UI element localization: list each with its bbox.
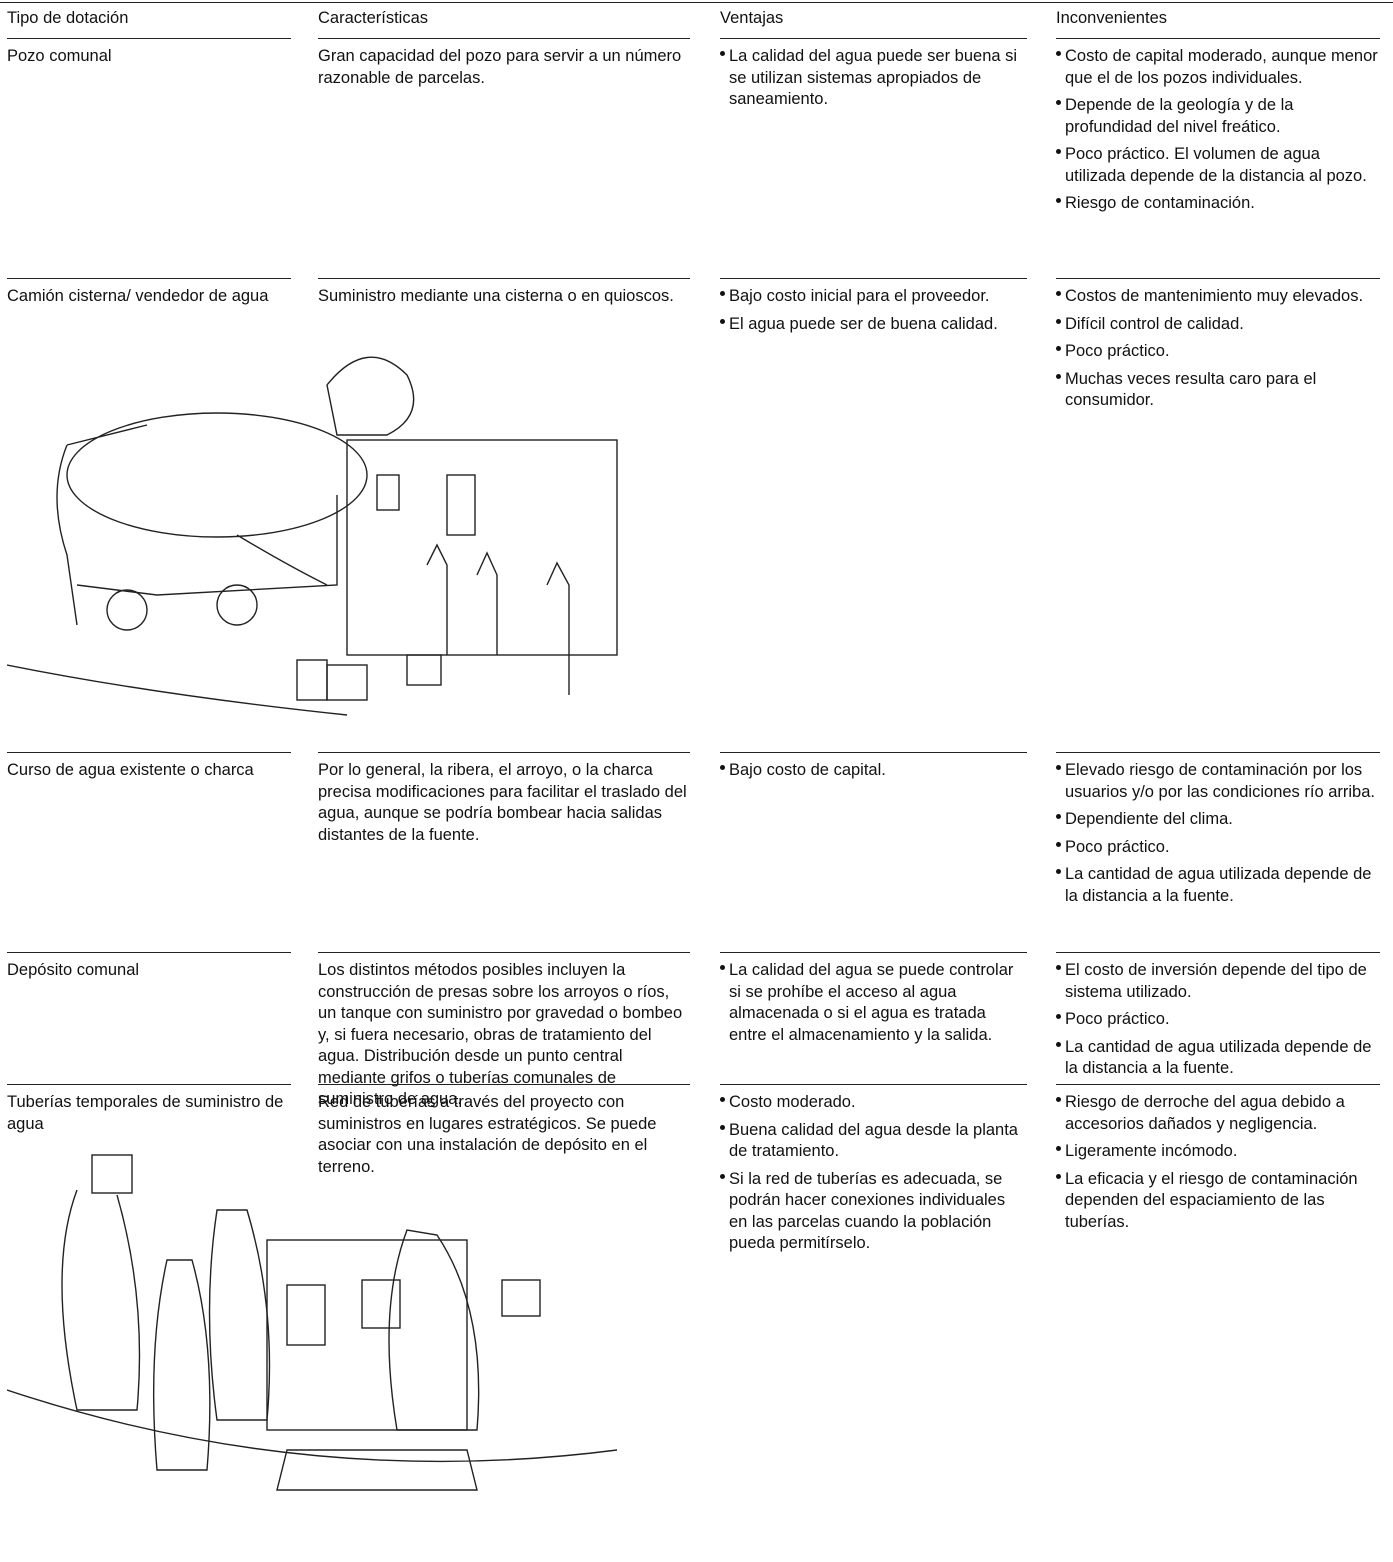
- characteristics: Por lo general, la ribera, el arroyo, o …: [318, 752, 690, 846]
- characteristics: Suministro mediante una cisterna o en qu…: [318, 278, 690, 308]
- supply-type: Pozo comunal: [7, 38, 291, 68]
- column-header: Características: [318, 9, 429, 27]
- bullet-item: Poco práctico. El volumen de agua utiliz…: [1056, 144, 1380, 187]
- characteristics: Red de tuberías a través del proyecto co…: [318, 1084, 690, 1178]
- bullet-item: Bajo costo inicial para el proveedor.: [720, 286, 1027, 308]
- bullet-list: Bajo costo inicial para el proveedor. El …: [720, 286, 1027, 335]
- bullet-list: La calidad del agua se puede controlar s…: [720, 960, 1027, 1046]
- characteristics: Los distintos métodos posibles incluyen …: [318, 952, 690, 1111]
- supply-type: Tuberías temporales de suministro de agu…: [7, 1084, 291, 1135]
- bullet-item: Costos de mantenimiento muy elevados.: [1056, 286, 1380, 308]
- bullet-item: La cantidad de agua utilizada depende de…: [1056, 864, 1380, 907]
- advantages: La calidad del agua se puede controlar s…: [720, 952, 1027, 1052]
- characteristics: Gran capacidad del pozo para servir a un…: [318, 38, 690, 89]
- supply-type: Camión cisterna/ vendedor de agua: [7, 278, 291, 308]
- bullet-item: Difícil control de calidad.: [1056, 314, 1380, 336]
- bullet-list: Costo moderado. Buena calidad del agua de…: [720, 1092, 1027, 1255]
- column-header: Ventajas: [720, 9, 784, 27]
- bullet-list: Costo de capital moderado, aunque menor …: [1056, 46, 1380, 215]
- disadvantages: Costos de mantenimiento muy elevados. Dif…: [1056, 278, 1380, 418]
- bullet-item: El agua puede ser de buena calidad.: [720, 314, 1027, 336]
- disadvantages: Riesgo de derroche del agua debido a acc…: [1056, 1084, 1380, 1239]
- bullet-item: La calidad del agua se puede controlar s…: [720, 960, 1027, 1046]
- bullet-item: Costo de capital moderado, aunque menor …: [1056, 46, 1380, 89]
- advantages: La calidad del agua puede ser buena si s…: [720, 38, 1027, 117]
- standpipe-illustration: [7, 1154, 618, 1491]
- bullet-item: Poco práctico.: [1056, 341, 1380, 363]
- bullet-item: Depende de la geología y de la profundid…: [1056, 95, 1380, 138]
- supply-type: Depósito comunal: [7, 952, 291, 982]
- disadvantages: El costo de inversión depende del tipo d…: [1056, 952, 1380, 1086]
- column-header: Inconvenientes: [1056, 9, 1167, 27]
- bullet-item: El costo de inversión depende del tipo d…: [1056, 960, 1380, 1003]
- bullet-item: La calidad del agua puede ser buena si s…: [720, 46, 1027, 111]
- bullet-item: Poco práctico.: [1056, 837, 1380, 859]
- advantages: Bajo costo de capital.: [720, 752, 1027, 788]
- bullet-item: La eficacia y el riesgo de contaminación…: [1056, 1169, 1380, 1234]
- disadvantages: Elevado riesgo de contaminación por los …: [1056, 752, 1380, 913]
- bullet-item: Poco práctico.: [1056, 1009, 1380, 1031]
- bullet-list: La calidad del agua puede ser buena si s…: [720, 46, 1027, 111]
- water-truck-illustration: [7, 356, 618, 716]
- supply-type: Curso de agua existente o charca: [7, 752, 291, 782]
- bullet-item: Muchas veces resulta caro para el consum…: [1056, 369, 1380, 412]
- bullet-item: Bajo costo de capital.: [720, 760, 1027, 782]
- disadvantages: Costo de capital moderado, aunque menor …: [1056, 38, 1380, 221]
- bullet-item: Costo moderado.: [720, 1092, 1027, 1114]
- advantages: Bajo costo inicial para el proveedor. El …: [720, 278, 1027, 341]
- column-header: Tipo de dotación: [7, 9, 129, 27]
- bullet-item: La cantidad de agua utilizada depende de…: [1056, 1037, 1380, 1080]
- bullet-item: Riesgo de contaminación.: [1056, 193, 1380, 215]
- advantages: Costo moderado. Buena calidad del agua de…: [720, 1084, 1027, 1261]
- bullet-list: Riesgo de derroche del agua debido a acc…: [1056, 1092, 1380, 1233]
- bullet-list: Bajo costo de capital.: [720, 760, 1027, 782]
- header-row: Tipo de dotación Características Ventajas I…: [0, 2, 1393, 38]
- bullet-item: Dependiente del clima.: [1056, 809, 1380, 831]
- bullet-item: Ligeramente incómodo.: [1056, 1141, 1380, 1163]
- bullet-list: El costo de inversión depende del tipo d…: [1056, 960, 1380, 1080]
- bullet-item: Riesgo de derroche del agua debido a acc…: [1056, 1092, 1380, 1135]
- bullet-list: Elevado riesgo de contaminación por los …: [1056, 760, 1380, 907]
- bullet-item: Buena calidad del agua desde la planta d…: [720, 1120, 1027, 1163]
- bullet-list: Costos de mantenimiento muy elevados. Dif…: [1056, 286, 1380, 412]
- top-rule: [0, 2, 1393, 3]
- bullet-item: Elevado riesgo de contaminación por los …: [1056, 760, 1380, 803]
- bullet-item: Si la red de tuberías es adecuada, se po…: [720, 1169, 1027, 1255]
